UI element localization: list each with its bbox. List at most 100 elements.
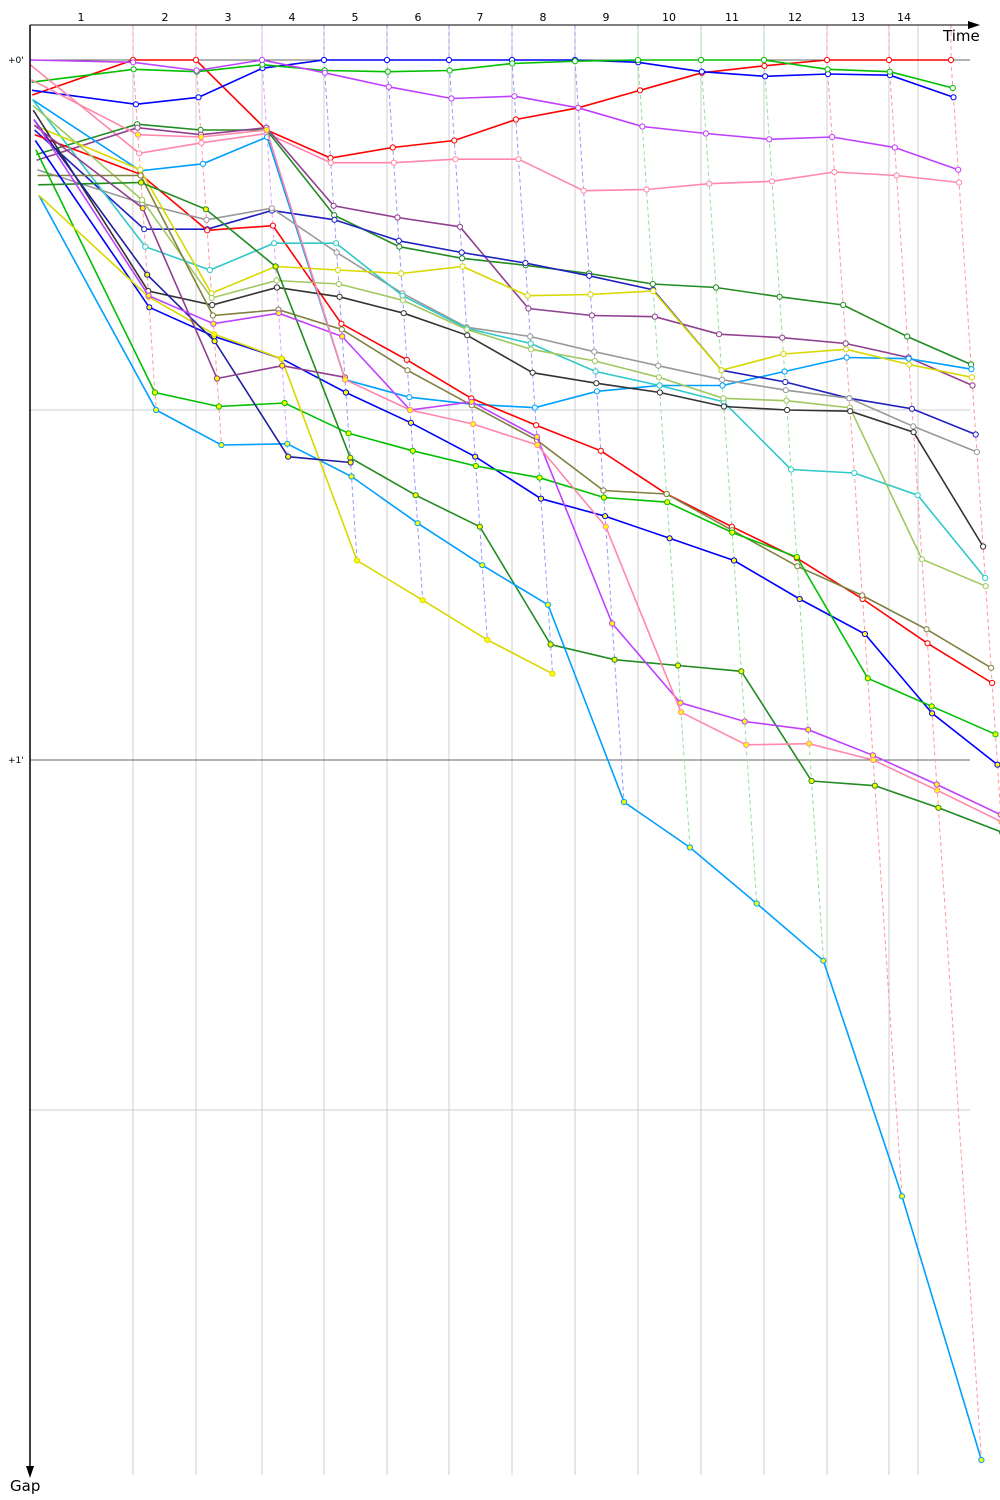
data-point xyxy=(204,227,211,234)
data-point xyxy=(609,620,616,627)
data-point xyxy=(575,104,582,111)
data-point xyxy=(842,340,849,347)
data-point xyxy=(918,556,926,563)
data-point xyxy=(591,357,599,365)
x-tick-label: 10 xyxy=(662,11,676,24)
data-point xyxy=(840,301,847,309)
data-point xyxy=(655,374,663,381)
series-14 xyxy=(32,104,989,590)
data-point xyxy=(712,284,720,291)
data-point xyxy=(512,116,520,123)
lap-line xyxy=(132,25,157,411)
data-point xyxy=(663,490,670,498)
data-point xyxy=(793,553,800,561)
data-point xyxy=(383,56,391,64)
data-point xyxy=(533,422,540,429)
data-point xyxy=(753,900,760,907)
data-point xyxy=(823,56,831,64)
data-point xyxy=(528,346,535,353)
data-point xyxy=(199,160,206,167)
data-point xyxy=(414,520,421,527)
x-tick-label: 2 xyxy=(162,11,169,24)
data-point xyxy=(395,237,402,244)
data-point xyxy=(511,93,518,100)
data-point xyxy=(469,420,477,428)
data-point xyxy=(820,957,827,964)
data-point xyxy=(779,334,786,341)
data-point xyxy=(956,179,963,186)
data-point xyxy=(347,459,354,466)
data-point xyxy=(342,376,349,383)
data-point xyxy=(522,259,529,267)
series-line xyxy=(29,59,959,171)
lap-line xyxy=(261,25,289,457)
data-point xyxy=(591,348,598,355)
data-point xyxy=(331,216,338,223)
data-point xyxy=(781,368,788,375)
data-point xyxy=(980,543,987,550)
data-point xyxy=(472,462,479,470)
data-point xyxy=(592,368,599,375)
data-point xyxy=(719,376,726,383)
data-point xyxy=(529,369,536,376)
data-point xyxy=(600,494,608,501)
data-point xyxy=(406,394,413,401)
data-point xyxy=(456,223,464,230)
data-point xyxy=(593,388,601,395)
y-tick-label: +0' xyxy=(8,56,24,66)
data-point xyxy=(144,271,151,278)
data-point xyxy=(588,312,596,319)
data-point xyxy=(321,69,328,76)
data-point xyxy=(666,535,673,542)
data-point xyxy=(898,1193,906,1200)
data-point xyxy=(463,326,470,333)
data-point xyxy=(479,562,486,569)
data-point xyxy=(446,67,453,74)
data-point xyxy=(281,399,288,407)
data-point xyxy=(146,304,153,311)
data-point xyxy=(698,68,705,75)
data-point xyxy=(384,68,391,75)
data-point xyxy=(719,382,726,389)
data-point xyxy=(333,249,340,256)
data-point xyxy=(137,166,144,173)
data-point xyxy=(448,95,455,102)
data-point xyxy=(451,137,458,144)
data-point xyxy=(537,495,545,502)
data-point xyxy=(193,67,200,74)
x-axis-label: Time xyxy=(942,27,980,45)
data-point xyxy=(968,366,975,373)
data-point xyxy=(982,574,989,582)
x-tick-label: 13 xyxy=(851,11,865,24)
data-point xyxy=(342,389,349,396)
data-point xyxy=(273,284,281,291)
data-point xyxy=(389,144,396,151)
axes: Time Gap +0' +1' xyxy=(8,21,980,1495)
data-point xyxy=(806,740,813,747)
data-point xyxy=(459,263,466,270)
data-point xyxy=(593,380,600,387)
data-point xyxy=(870,756,877,764)
data-point xyxy=(320,56,328,64)
data-point xyxy=(572,58,579,65)
data-point xyxy=(988,664,995,671)
data-point xyxy=(137,172,144,179)
data-point xyxy=(929,710,936,717)
lap-line xyxy=(888,25,982,1461)
data-point xyxy=(275,310,282,317)
data-point xyxy=(805,726,812,733)
data-point xyxy=(472,453,479,460)
data-point xyxy=(284,440,291,447)
series-line xyxy=(38,194,983,1461)
data-point xyxy=(515,156,522,163)
data-point xyxy=(928,703,935,710)
lap-lines xyxy=(132,25,1000,1461)
data-point xyxy=(509,60,516,67)
series-line xyxy=(31,99,986,579)
data-point xyxy=(452,156,459,163)
data-point xyxy=(720,395,727,402)
data-point xyxy=(338,326,345,333)
data-point xyxy=(794,563,801,570)
data-point xyxy=(153,406,160,414)
data-point xyxy=(782,378,789,386)
